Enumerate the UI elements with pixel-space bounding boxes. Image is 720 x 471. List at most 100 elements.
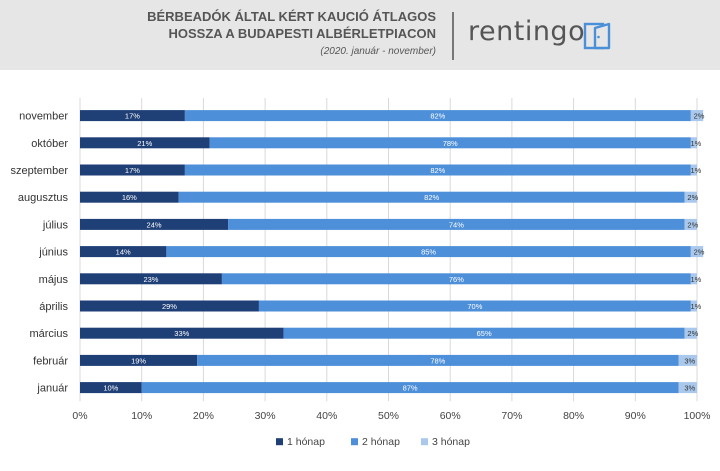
bar-segment (228, 218, 685, 230)
data-label: 23% (143, 275, 158, 284)
chart-title-line-1: BÉRBEADÓK ÁLTAL KÉRT KAUCIÓ ÁTLAGOS (147, 9, 436, 24)
x-tick-label: 30% (255, 410, 276, 422)
data-label: 82% (430, 166, 445, 175)
category-label: augusztus (18, 192, 69, 204)
data-label: 1% (690, 302, 701, 311)
data-label: 33% (174, 329, 189, 338)
bar-segment (80, 137, 210, 149)
bar-segment (684, 327, 697, 339)
category-label: április (39, 301, 68, 313)
bar-segment (690, 300, 697, 312)
category-label: június (38, 247, 68, 259)
data-label: 2% (694, 248, 705, 257)
bar-segment (80, 164, 185, 176)
bar-segment (690, 110, 704, 122)
bar-segment (184, 164, 691, 176)
category-label: március (29, 328, 68, 340)
bar-segment (80, 382, 142, 394)
data-label: 70% (467, 302, 482, 311)
bar-segment (80, 110, 185, 122)
bar-segment (283, 327, 685, 339)
legend-swatch (421, 438, 428, 446)
bar-segment (80, 354, 198, 366)
bar-segment (166, 246, 691, 258)
bar-segment (80, 273, 222, 285)
x-tick-label: 100% (684, 410, 711, 422)
bar-segment (258, 300, 691, 312)
bar-segment (80, 218, 229, 230)
data-label: 1% (690, 166, 701, 175)
legend-swatch (276, 438, 283, 446)
x-tick-label: 80% (563, 410, 584, 422)
bar-segment (80, 191, 179, 203)
chart-title-line-2: HOSSZA A BUDAPESTI ALBÉRLETPIACON (168, 26, 436, 41)
brand-name: rentingo (468, 16, 586, 47)
chart-subtitle: (2020. január - november) (320, 46, 436, 57)
data-label: 74% (449, 220, 464, 229)
bar-segment (209, 137, 691, 149)
data-label: 2% (687, 329, 698, 338)
data-label: 76% (449, 275, 464, 284)
data-label: 65% (477, 329, 492, 338)
category-label: február (33, 355, 68, 367)
data-label: 1% (690, 275, 701, 284)
stacked-bar-chart: 0% 10% 20% 30% 40% 50% 60% 70% 80% 90% 100% novembe… (11, 98, 711, 448)
x-tick-label: 90% (625, 410, 646, 422)
data-label: 85% (421, 248, 436, 257)
bar-segment (690, 164, 697, 176)
x-tick-label: 70% (501, 410, 522, 422)
bar-segment (684, 218, 697, 230)
data-label: 10% (103, 384, 118, 393)
bar-segment (690, 246, 704, 258)
data-label: 16% (122, 193, 137, 202)
bar-segment (690, 137, 697, 149)
data-label: 3% (684, 356, 695, 365)
bar-segment (141, 382, 679, 394)
legend-swatch (351, 438, 358, 446)
bar-segment (221, 273, 691, 285)
data-label: 78% (430, 356, 445, 365)
x-tick-label: 50% (378, 410, 399, 422)
data-label: 2% (694, 112, 705, 121)
data-label: 14% (116, 248, 131, 257)
data-label: 19% (131, 356, 146, 365)
bar-segment (80, 327, 284, 339)
category-label: január (36, 383, 68, 395)
chart-header: BÉRBEADÓK ÁLTAL KÉRT KAUCIÓ ÁTLAGOS HOSS… (0, 0, 720, 70)
data-label: 17% (125, 112, 140, 121)
data-label: 3% (684, 384, 695, 393)
data-label: 17% (125, 166, 140, 175)
legend-label: 3 hónap (432, 436, 470, 448)
data-label: 82% (430, 112, 445, 121)
data-label: 87% (403, 384, 418, 393)
x-tick-label: 40% (316, 410, 337, 422)
legend-label: 1 hónap (287, 436, 325, 448)
x-tick-label: 60% (440, 410, 461, 422)
bar-segment (184, 110, 691, 122)
category-label: október (31, 138, 68, 150)
bar-segment (80, 300, 259, 312)
data-label: 78% (443, 139, 458, 148)
bar-segment (80, 246, 167, 258)
chart-title: BÉRBEADÓK ÁLTAL KÉRT KAUCIÓ ÁTLAGOS HOSS… (0, 8, 436, 42)
data-label: 82% (424, 193, 439, 202)
open-door-icon (583, 22, 611, 50)
category-label: november (19, 111, 68, 123)
data-label: 1% (690, 139, 701, 148)
data-label: 21% (137, 139, 152, 148)
data-label: 24% (147, 220, 162, 229)
category-label: szeptember (11, 165, 69, 177)
bar-segment (178, 191, 685, 203)
bar-segment (678, 382, 697, 394)
x-tick-label: 20% (193, 410, 214, 422)
bar-segment (197, 354, 679, 366)
bar-segment (690, 273, 697, 285)
header-divider (452, 12, 454, 60)
x-tick-label: 0% (72, 410, 87, 422)
category-label: május (39, 274, 69, 286)
data-label: 2% (687, 220, 698, 229)
data-label: 2% (687, 193, 698, 202)
x-tick-label: 10% (131, 410, 152, 422)
data-label: 29% (162, 302, 177, 311)
bar-segment (684, 191, 697, 203)
